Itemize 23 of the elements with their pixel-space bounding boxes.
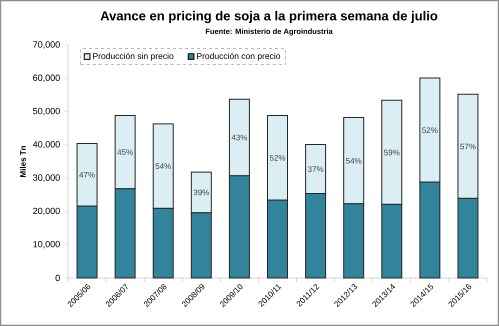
- y-tick-label: 10,000: [33, 240, 60, 248]
- legend-label: Producción sin precio: [93, 52, 174, 61]
- legend-label: Producción con precio: [197, 52, 280, 61]
- y-tick-label: 60,000: [33, 74, 60, 82]
- y-tick-label: 20,000: [33, 208, 60, 216]
- y-axis-title: Miles Tn: [20, 146, 26, 177]
- y-tick-label: 30,000: [33, 174, 60, 182]
- y-tick-label: 0: [56, 274, 60, 282]
- annotation: 59%: [384, 150, 400, 156]
- y-tick-label: 40,000: [32, 141, 60, 149]
- annotation: 54%: [346, 158, 362, 164]
- annotation: 52%: [422, 127, 438, 134]
- annotation: 45%: [117, 149, 133, 155]
- annotation: 37%: [308, 166, 324, 172]
- annotation: 54%: [156, 163, 171, 169]
- annotation: 39%: [194, 190, 210, 196]
- annotation: 47%: [79, 172, 95, 178]
- y-tick-label: 50,000: [33, 108, 60, 116]
- chart-title: Avance en pricing de soja a la primera semana de julio: [100, 10, 438, 24]
- annotation: 52%: [270, 155, 286, 161]
- y-tick-label: 70,000: [33, 41, 60, 49]
- annotation: 57%: [460, 144, 476, 150]
- annotation: 43%: [232, 134, 248, 140]
